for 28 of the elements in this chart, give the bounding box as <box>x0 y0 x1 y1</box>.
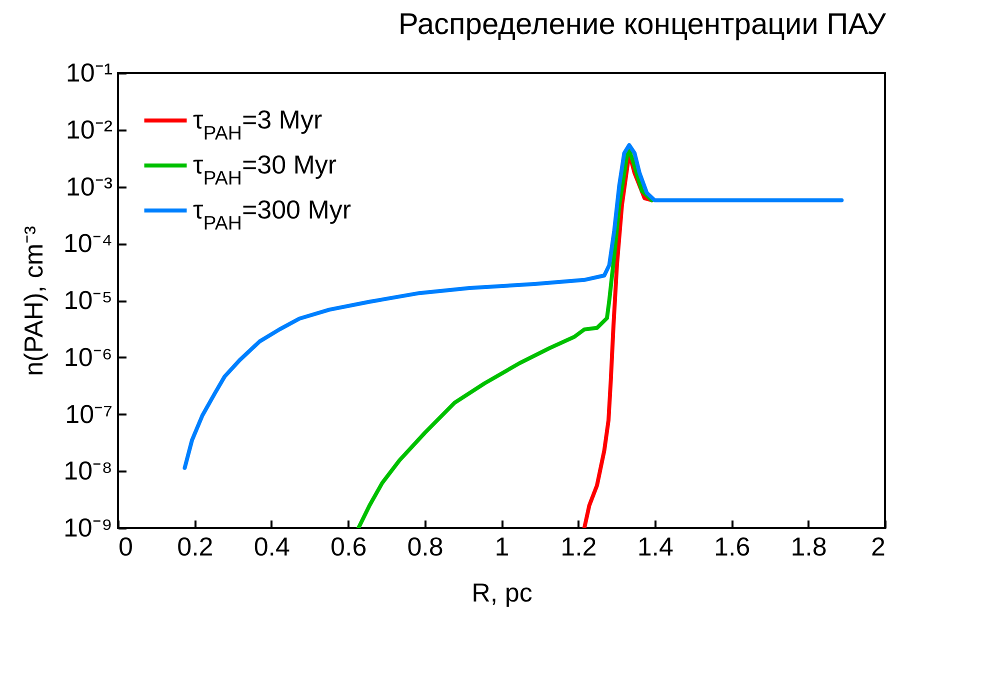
x-tick-label: 1.2 <box>560 532 597 562</box>
x-tick-label: 0.4 <box>254 532 290 562</box>
y-tick-label: 10⁻⁷ <box>65 398 112 429</box>
y-tick-label: 10⁻⁴ <box>63 228 112 258</box>
y-tick-label: 10⁻¹ <box>66 58 113 88</box>
legend-label: τ$_{PAH}$=30 Myr <box>193 150 337 190</box>
line-series <box>356 148 654 528</box>
y-tick-label: 10⁻³ <box>66 171 113 202</box>
y-tick-label: 10⁻² <box>66 114 113 144</box>
x-tick-label: 0.2 <box>177 532 214 562</box>
x-tick-label: 2 <box>871 532 886 562</box>
y-tick-label: 10⁻⁹ <box>63 512 112 542</box>
y-tick-label: 10⁻⁸ <box>64 456 112 486</box>
legend-label: τ$_{PAH}$=3 Myr <box>193 104 322 144</box>
x-tick-label: 0.6 <box>330 532 367 562</box>
x-tick-label: 1 <box>494 532 510 562</box>
chart-title: Распределение концентрации ПАУ <box>398 8 887 41</box>
y-tick-label: 10⁻⁶ <box>64 342 112 372</box>
x-tick-label: 1.8 <box>790 532 827 562</box>
y-tick-label: 10⁻⁵ <box>64 285 112 315</box>
line-series <box>182 143 844 470</box>
x-tick-label: 1.6 <box>714 532 750 562</box>
x-axis-title: R, pc <box>472 578 532 608</box>
y-axis-title: n(PAH), cm⁻³ <box>18 226 48 376</box>
x-tick-label: 1.4 <box>637 532 674 562</box>
x-tick-label: 0 <box>118 532 133 562</box>
legend-label: τ$_{PAH}$=300 Myr <box>193 194 352 234</box>
x-tick-label: 0.8 <box>407 532 444 562</box>
